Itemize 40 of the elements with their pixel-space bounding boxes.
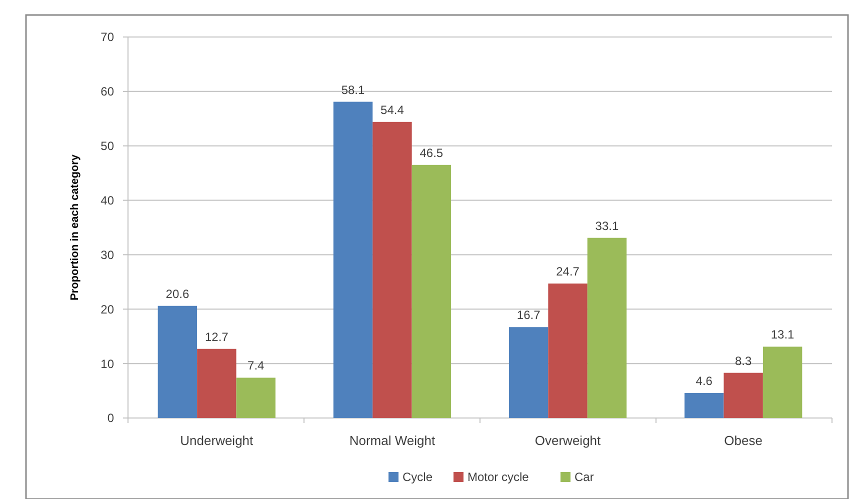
y-tick-label: 50: [100, 139, 114, 154]
x-tick-label: Obese: [724, 433, 762, 448]
bar: [724, 372, 763, 418]
data-label: 33.1: [595, 218, 619, 233]
bar: [587, 238, 627, 418]
bar: [508, 327, 548, 418]
y-tick-label: 60: [100, 84, 114, 99]
y-tick-label: 20: [100, 302, 114, 316]
data-label: 54.4: [380, 102, 404, 117]
x-tick-label: Underweight: [180, 433, 254, 448]
y-tick-label: 40: [100, 193, 114, 208]
bar: [684, 392, 724, 418]
y-tick-label: 30: [100, 248, 114, 262]
y-tick-label: 70: [100, 30, 114, 44]
data-label: 16.7: [516, 308, 541, 322]
bar: [197, 348, 236, 418]
legend-label: Motor cycle: [468, 470, 530, 484]
y-tick-label: 0: [107, 411, 114, 426]
data-label: 8.3: [735, 354, 752, 368]
bar: [548, 284, 588, 418]
y-axis-title: Proportion in each category: [69, 154, 81, 301]
data-label: 24.7: [556, 264, 580, 279]
data-label: 20.6: [166, 286, 190, 301]
bar: [412, 164, 452, 418]
data-label: 13.1: [770, 328, 795, 342]
data-label: 7.4: [248, 358, 265, 373]
data-label: 4.6: [696, 374, 713, 388]
data-label: 58.1: [341, 82, 366, 97]
bar: [236, 378, 276, 418]
bar: [762, 346, 802, 418]
legend-label: Cycle: [402, 470, 433, 484]
bar: [158, 306, 198, 418]
data-label: 46.5: [420, 146, 444, 160]
bar: [372, 122, 412, 418]
y-tick-label: 10: [100, 356, 114, 371]
bar: [333, 102, 373, 418]
x-tick-label: Overweight: [534, 433, 602, 448]
x-tick-label: Normal Weight: [349, 433, 436, 448]
data-label: 12.7: [204, 330, 229, 344]
legend-label: Car: [574, 470, 594, 484]
